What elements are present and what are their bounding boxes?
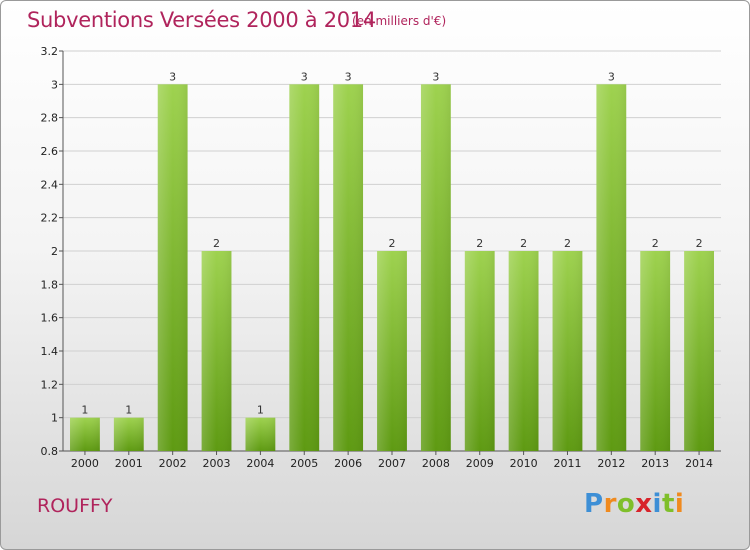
- data-label: 1: [81, 404, 88, 417]
- data-label: 2: [476, 237, 483, 250]
- data-label: 3: [301, 70, 308, 83]
- x-tick-label: 2000: [71, 457, 99, 470]
- data-label: 3: [432, 70, 439, 83]
- x-tick-label: 2006: [334, 457, 362, 470]
- bar-shine: [596, 84, 627, 451]
- bar-shine: [70, 417, 100, 451]
- data-label: 2: [564, 237, 571, 250]
- data-label: 1: [125, 404, 132, 417]
- x-tick-label: 2008: [422, 457, 450, 470]
- bar-shine: [289, 84, 320, 451]
- y-tick-label: 2.8: [41, 112, 59, 125]
- y-tick-label: 2.6: [41, 145, 59, 158]
- x-tick-label: 2011: [553, 457, 581, 470]
- proxiti-logo: Proxiti: [584, 489, 685, 519]
- x-tick-label: 2001: [115, 457, 143, 470]
- data-label: 1: [257, 404, 264, 417]
- y-tick-label: 1.2: [41, 378, 59, 391]
- y-tick-label: 1.4: [41, 345, 59, 358]
- data-label: 3: [608, 70, 615, 83]
- y-tick-label: 2: [51, 245, 58, 258]
- y-tick-label: 1.8: [41, 278, 59, 291]
- y-tick-label: 0.8: [41, 445, 59, 458]
- y-tick-label: 2.4: [41, 178, 59, 191]
- bar-shine: [377, 251, 407, 451]
- bar-shine: [552, 251, 583, 451]
- x-tick-label: 2005: [290, 457, 318, 470]
- y-tick-label: 3.2: [41, 45, 59, 58]
- bar-shine: [157, 84, 188, 451]
- x-tick-label: 2002: [159, 457, 187, 470]
- data-label: 2: [389, 237, 396, 250]
- x-tick-label: 2004: [246, 457, 274, 470]
- y-tick-label: 1: [51, 412, 58, 425]
- bar-shine: [333, 84, 364, 451]
- bars: [70, 84, 714, 451]
- x-tick-label: 2013: [641, 457, 669, 470]
- town-name: ROUFFY: [37, 495, 113, 517]
- bar-shine: [245, 417, 276, 451]
- bar-shine: [113, 417, 144, 451]
- x-tick-label: 2014: [685, 457, 713, 470]
- data-label: 2: [652, 237, 659, 250]
- x-tick-label: 2007: [378, 457, 406, 470]
- bar-shine: [420, 84, 451, 451]
- bar-shine: [684, 251, 714, 451]
- data-label: 2: [213, 237, 220, 250]
- data-label: 2: [520, 237, 527, 250]
- y-tick-label: 1.6: [41, 312, 59, 325]
- y-tick-label: 2.2: [41, 212, 59, 225]
- x-tick-label: 2003: [203, 457, 231, 470]
- bar-shine: [464, 251, 495, 451]
- y-tick-label: 3: [51, 78, 58, 91]
- x-tick-label: 2012: [597, 457, 625, 470]
- chart-subtitle: (en milliers d'€): [352, 14, 447, 28]
- chart-title: Subventions Versées 2000 à 2014: [27, 8, 376, 32]
- labels: 0.8 1 1.2 1.4 1.6 1.8 2 2.2 2.4 2.6 2.8 3 3.2 2000 1 20…: [41, 45, 714, 470]
- data-label: 3: [345, 70, 352, 83]
- x-tick-label: 2010: [510, 457, 538, 470]
- bar-shine: [640, 251, 671, 451]
- bar-shine: [508, 251, 539, 451]
- x-tick-label: 2009: [466, 457, 494, 470]
- data-label: 3: [169, 70, 176, 83]
- data-label: 2: [696, 237, 703, 250]
- bar-shine: [201, 251, 232, 451]
